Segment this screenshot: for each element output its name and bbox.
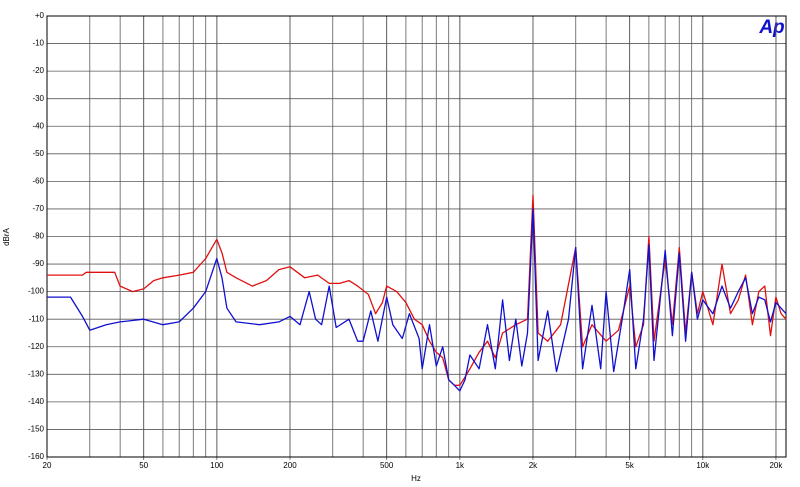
y-tick-label: -80 xyxy=(32,232,44,241)
y-tick-label: -40 xyxy=(32,121,44,130)
y-tick-label: -110 xyxy=(29,314,45,323)
x-tick-label: 20k xyxy=(769,461,783,470)
y-tick-label: -160 xyxy=(28,452,45,461)
y-tick-label: -100 xyxy=(28,287,45,296)
x-tick-label: 100 xyxy=(210,461,224,470)
x-tick-label: 20 xyxy=(43,461,52,470)
x-tick-label: 1k xyxy=(456,461,465,470)
y-tick-label: -20 xyxy=(32,66,44,75)
plot-border xyxy=(46,15,787,458)
y-tick-label: -120 xyxy=(28,342,45,351)
x-tick-label: 500 xyxy=(380,461,394,470)
x-tick-label: 5k xyxy=(625,461,634,470)
y-tick-label: -10 xyxy=(32,39,44,48)
y-axis-label: dBrA xyxy=(2,227,11,245)
y-tick-label: -30 xyxy=(32,94,44,103)
y-tick-label: -60 xyxy=(32,176,44,185)
y-tick-label: -140 xyxy=(28,397,45,406)
y-tick-label: -70 xyxy=(32,204,44,213)
y-tick-label: -90 xyxy=(32,259,44,268)
series-line xyxy=(47,208,787,392)
x-tick-label: 50 xyxy=(139,461,148,470)
series-line xyxy=(47,194,787,386)
x-axis-label: Hz xyxy=(411,474,421,483)
x-tick-label: 200 xyxy=(283,461,297,470)
y-tick-label: -130 xyxy=(28,369,45,378)
y-tick-label: -50 xyxy=(32,149,44,158)
y-tick-label: -150 xyxy=(28,425,45,434)
x-tick-label: 10k xyxy=(696,461,710,470)
x-tick-label: 2k xyxy=(529,461,538,470)
y-tick-label: +0 xyxy=(35,11,45,20)
logo: Ap xyxy=(758,17,784,38)
